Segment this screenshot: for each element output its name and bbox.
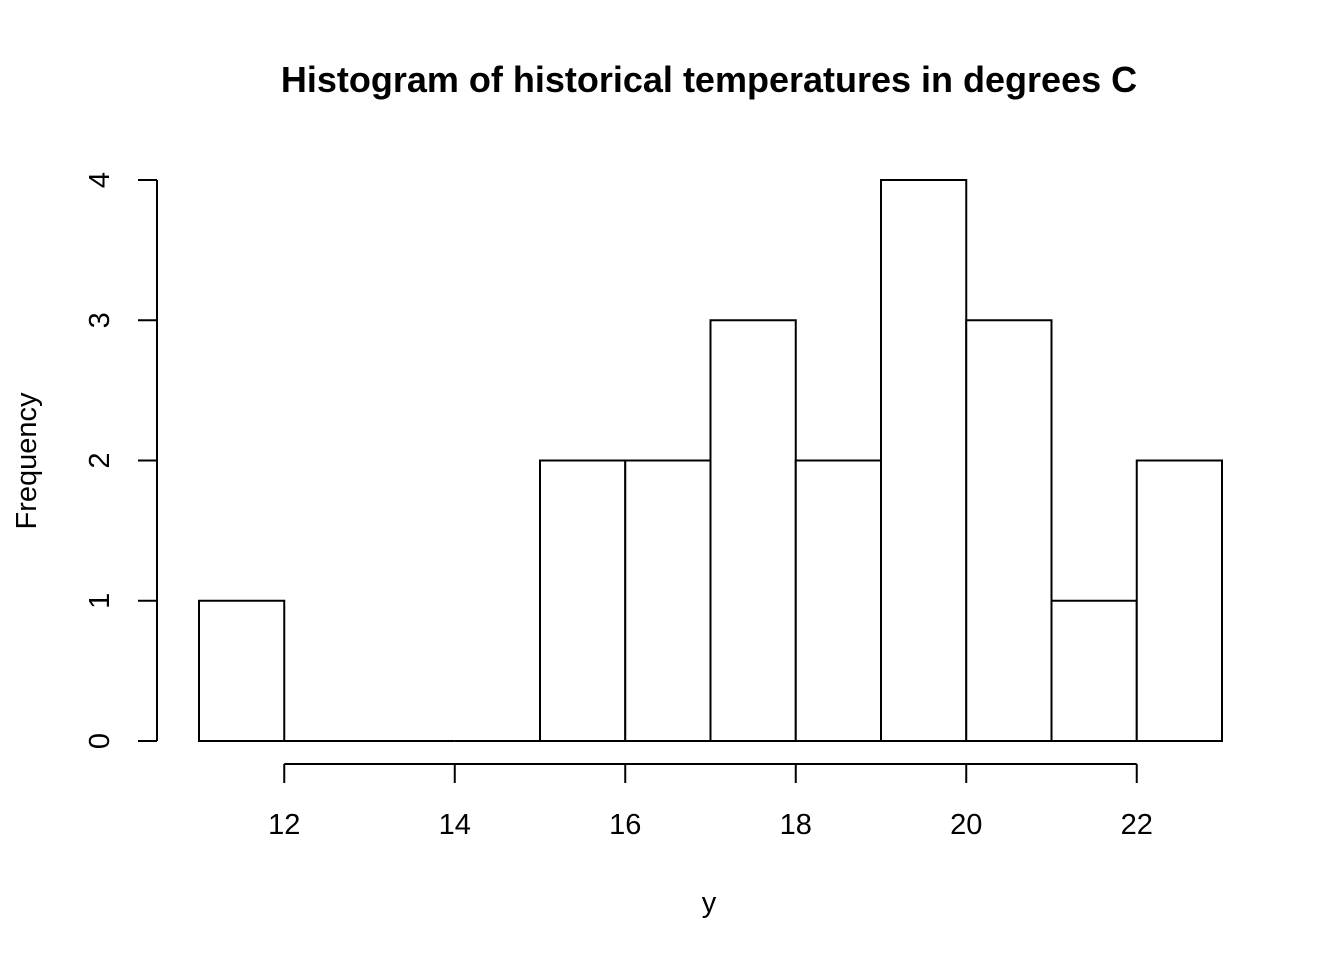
chart-title: Histogram of historical temperatures in … [281, 59, 1137, 100]
bars-group [198, 179, 1223, 742]
histogram-bar [880, 179, 968, 742]
y-axis-label: Frequency [11, 392, 43, 530]
histogram-bar [624, 459, 712, 742]
histogram-bar [965, 319, 1053, 742]
y-tick-label: 2 [84, 452, 116, 468]
histogram-bar [794, 459, 882, 742]
y-tick-label: 4 [84, 172, 116, 188]
x-tick-label: 14 [439, 809, 471, 841]
y-tick-label: 0 [84, 733, 116, 749]
x-tick-label: 22 [1121, 809, 1153, 841]
x-tick-label: 18 [780, 809, 812, 841]
y-axis: 0 1 2 3 4 [84, 172, 158, 749]
y-tick-label: 3 [84, 312, 116, 328]
histogram-bar [1135, 459, 1223, 742]
histogram-bar [1050, 599, 1138, 742]
histogram-bar [539, 459, 627, 742]
x-tick-label: 16 [609, 809, 641, 841]
histogram-bar [198, 599, 286, 742]
x-tick-label: 20 [950, 809, 982, 841]
histogram-bar [709, 319, 797, 742]
x-axis: 12 14 16 18 20 22 [268, 763, 1153, 841]
x-axis-label: y [702, 887, 717, 919]
x-tick-label: 12 [268, 809, 300, 841]
y-tick-label: 1 [84, 593, 116, 609]
